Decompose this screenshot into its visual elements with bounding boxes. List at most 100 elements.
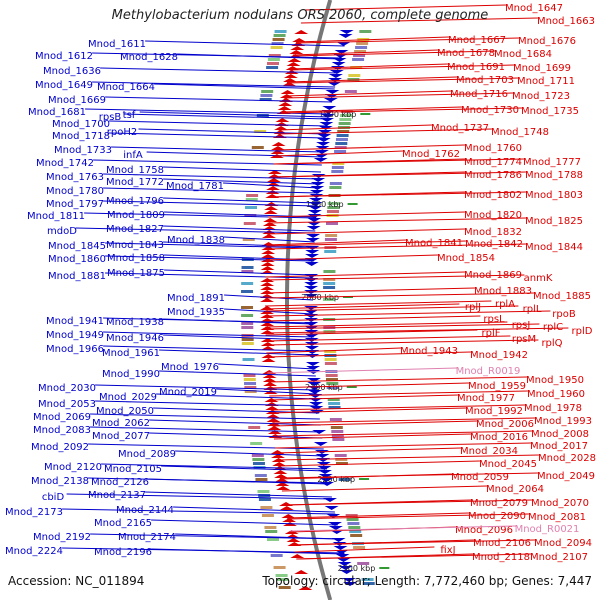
right-gene-arrow	[262, 222, 277, 226]
left-leader-line	[163, 225, 316, 232]
left-gene-label: Mnod_2224	[5, 546, 63, 557]
annotation-block	[324, 358, 337, 361]
right-gene-arrow	[262, 378, 277, 382]
left-gene-label: Mnod_2089	[118, 449, 176, 460]
annotation-block	[355, 46, 368, 49]
right-gene-label: Mnod_1950	[526, 375, 584, 386]
left-leader-line	[145, 491, 332, 498]
right-gene-label: Mnod_1820	[464, 210, 522, 221]
right-gene-arrow	[283, 74, 298, 78]
annotation-block	[326, 386, 339, 389]
annotation-block	[331, 170, 344, 173]
right-leader-line	[289, 64, 514, 71]
right-gene-label: Mnod_2118	[472, 552, 530, 563]
right-gene-label: Mnod_1663	[537, 16, 595, 27]
right-gene-label: Mnod_1699	[513, 63, 571, 74]
left-gene-label: Mnod_2029	[99, 392, 157, 403]
left-gene-arrow	[307, 382, 322, 386]
left-gene-label: Mnod_2030	[38, 383, 96, 394]
left-gene-label: Mnod_2092	[31, 442, 89, 453]
annotation-block	[325, 234, 338, 237]
left-leader-line	[109, 120, 328, 127]
right-leader-line	[300, 17, 538, 24]
annotation-block	[362, 582, 375, 585]
left-gene-arrow	[331, 62, 346, 66]
left-gene-arrow	[307, 210, 322, 214]
annotation-block	[241, 338, 254, 341]
right-gene-label: Mnod_1802	[464, 190, 522, 201]
left-leader-line	[159, 349, 315, 356]
annotation-block	[338, 122, 351, 125]
right-gene-label: Mnod_1730	[461, 105, 519, 116]
right-gene-label: Mnod_1960	[527, 389, 585, 400]
right-gene-arrow	[260, 282, 275, 286]
right-leader-line	[264, 292, 534, 299]
right-leader-line	[268, 382, 469, 389]
annotation-block	[274, 30, 287, 33]
right-gene-label: Mnod_1803	[525, 190, 583, 201]
annotation-block	[335, 142, 348, 145]
annotation-block	[261, 90, 274, 93]
annotation-block	[248, 426, 261, 429]
right-gene-label: Mnod_1684	[494, 49, 552, 60]
annotation-block	[325, 374, 338, 377]
left-leader-line	[105, 96, 333, 103]
left-gene-label: Mnod_1649	[35, 80, 93, 91]
left-gene-label: Mnod_2126	[91, 477, 149, 488]
left-gene-arrow	[325, 90, 340, 94]
right-gene-label: Mnod_2008	[531, 429, 589, 440]
left-leader-line	[145, 40, 345, 47]
left-gene-arrow	[316, 462, 331, 466]
left-gene-label: Mnod_1718	[52, 131, 110, 142]
tick-label: 1800 kbp	[319, 110, 357, 119]
right-leader-line	[296, 36, 449, 43]
left-gene-label: Mnod_2174	[118, 532, 176, 543]
left-gene-arrow	[327, 82, 342, 86]
right-gene-arrow	[278, 102, 293, 106]
right-gene-arrow	[266, 418, 281, 422]
annotation-block	[261, 514, 274, 517]
annotation-block	[259, 98, 272, 101]
annotation-block	[348, 74, 361, 77]
left-gene-arrow	[306, 378, 321, 382]
right-gene-label: Mnod_1703	[456, 75, 514, 86]
left-gene-arrow	[305, 362, 320, 366]
right-gene-arrow	[261, 250, 276, 254]
left-gene-label: Mnod_1843	[106, 240, 164, 251]
left-gene-arrow	[316, 142, 331, 146]
right-leader-line	[286, 77, 518, 84]
right-leader-line	[273, 430, 532, 437]
tick-label: 2100 kbp	[305, 383, 343, 392]
left-gene-label: Mnod_1742	[36, 158, 94, 169]
left-gene-label: Mnod_2165	[94, 518, 152, 529]
left-gene-arrow	[305, 238, 320, 242]
left-gene-arrow	[309, 190, 324, 194]
right-leader-line	[277, 128, 492, 135]
annotation-block	[244, 214, 257, 217]
left-gene-label: Mnod_1681	[28, 107, 86, 118]
annotation-block	[323, 278, 336, 281]
right-gene-arrow	[272, 462, 287, 466]
right-leader-line	[271, 417, 535, 424]
right-leader-line	[267, 367, 458, 374]
left-gene-label: Mnod_2069	[33, 412, 91, 423]
right-gene-arrow	[280, 90, 295, 94]
annotation-block	[324, 350, 337, 353]
left-gene-arrow	[319, 122, 334, 126]
right-gene-label: Mnod_1760	[464, 143, 522, 154]
right-gene-label: Mnod_1667	[448, 35, 506, 46]
right-leader-line	[265, 310, 551, 317]
left-gene-arrow	[306, 226, 321, 230]
right-gene-label: Mnod_1978	[524, 403, 582, 414]
annotation-block	[337, 130, 350, 133]
left-gene-label: Mnod_2083	[33, 425, 91, 436]
right-gene-label: Mnod_2064	[486, 484, 544, 495]
left-leader-line	[95, 384, 317, 391]
left-gene-arrow	[334, 50, 349, 54]
annotation-block	[347, 78, 360, 81]
annotation-block	[323, 286, 336, 289]
right-gene-label: Mnod_2028	[538, 453, 596, 464]
right-leader-line	[265, 329, 478, 336]
annotation-block	[338, 478, 351, 481]
annotation-block	[350, 66, 363, 69]
